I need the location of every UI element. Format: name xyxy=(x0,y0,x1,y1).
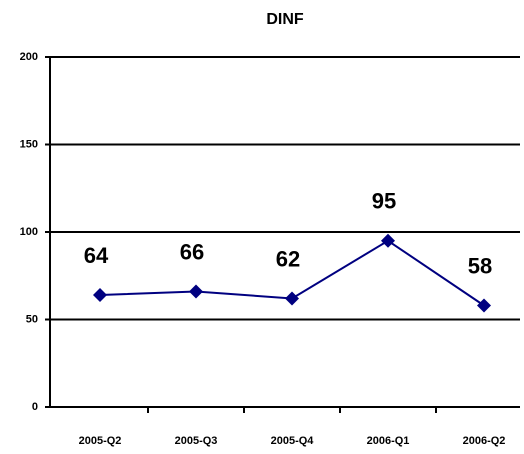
marker xyxy=(477,298,491,313)
data-label: 64 xyxy=(84,243,109,268)
data-label: 95 xyxy=(372,189,396,214)
y-tick-label: 50 xyxy=(26,313,38,325)
marker xyxy=(189,284,203,299)
chart-title: DINF xyxy=(266,11,304,28)
data-label: 62 xyxy=(276,246,300,271)
x-tick-label: 2006-Q1 xyxy=(367,435,410,447)
y-tick-label: 0 xyxy=(32,401,38,413)
y-tick-label: 200 xyxy=(20,51,38,63)
y-tick-label: 100 xyxy=(20,226,38,238)
x-tick-label: 2005-Q4 xyxy=(271,435,315,447)
y-tick-label: 150 xyxy=(20,138,38,150)
x-tick-label: 2006-Q2 xyxy=(463,435,506,447)
data-label: 66 xyxy=(180,239,204,264)
x-tick-label: 2005-Q2 xyxy=(79,435,122,447)
marker xyxy=(93,288,107,302)
x-tick-label: 2005-Q3 xyxy=(175,435,218,447)
marker xyxy=(381,233,395,248)
marker xyxy=(285,291,299,306)
data-label: 58 xyxy=(468,253,492,278)
